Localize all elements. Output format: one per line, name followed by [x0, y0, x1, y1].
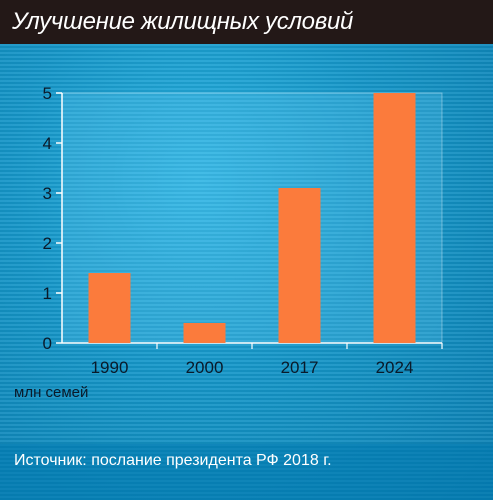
bar-2000	[183, 323, 226, 343]
y-tick-label: 5	[43, 84, 52, 103]
x-tick-label-2000: 2000	[186, 358, 224, 377]
y-tick-label: 3	[43, 184, 52, 203]
bar-chart: 0 1 2 3 4 5 1990 2000 2017 2024	[43, 84, 443, 377]
bar-2017	[278, 188, 321, 343]
y-tick-label: 4	[43, 134, 52, 153]
y-axis-unit-label: млн семей	[14, 384, 89, 401]
y-tick-label: 2	[43, 234, 52, 253]
x-tick-label-1990: 1990	[91, 358, 129, 377]
bar-2024	[373, 93, 416, 343]
header-bar: Улучшение жилищных условий	[0, 0, 493, 44]
y-tick-label: 0	[43, 334, 52, 353]
chart-title: Улучшение жилищных условий	[12, 8, 354, 35]
y-tick-label: 1	[43, 284, 52, 303]
footer-bar	[0, 444, 493, 500]
bar-1990	[88, 273, 131, 343]
x-tick-label-2017: 2017	[281, 358, 319, 377]
source-note: Источник: послание президента РФ 2018 г.	[14, 452, 332, 469]
x-tick-label-2024: 2024	[376, 358, 414, 377]
